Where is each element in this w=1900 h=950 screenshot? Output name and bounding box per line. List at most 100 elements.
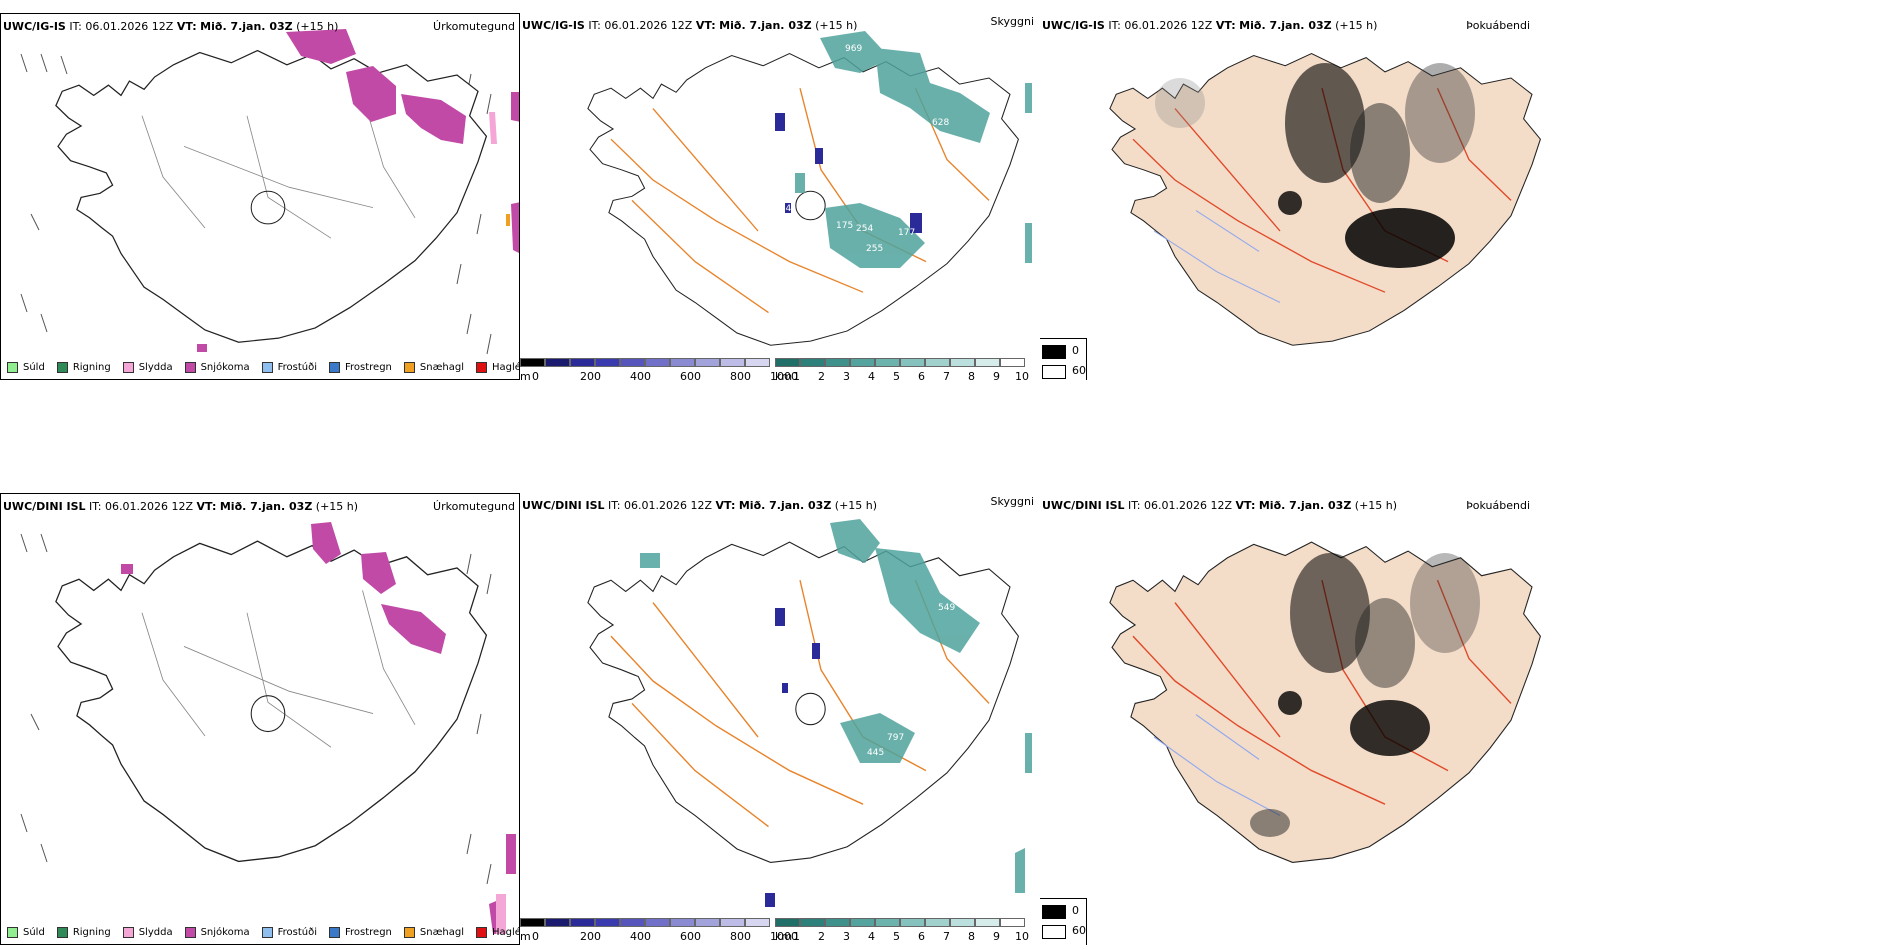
wind-barbs (20, 53, 492, 355)
legend-swatch (7, 927, 18, 938)
tick-label: 6 (918, 370, 925, 380)
tick-label: 800 (730, 370, 751, 380)
height-colorbar: m 0 200 400 600 800 1000 (520, 358, 798, 380)
tick-label: 7 (943, 930, 950, 943)
tick-label: 1000 (770, 930, 798, 943)
panel-header: UWC/DINI ISL IT: 06.01.2026 12Z VT: Mið.… (522, 499, 878, 512)
panel-title: Skyggni (990, 495, 1034, 508)
fog-map (1109, 52, 1541, 346)
visibility-map: 549 187 797 445 (587, 519, 1032, 907)
peak-label: 797 (887, 733, 904, 743)
fog-legend-swatch (1042, 905, 1066, 919)
peak-label: 254 (856, 224, 873, 234)
peak-label: 255 (866, 244, 883, 254)
panel-header: UWC/IG-IS IT: 06.01.2026 12Z VT: Mið. 7.… (1042, 19, 1378, 32)
tick-label: 2 (818, 370, 825, 380)
tick-label: 3 (843, 930, 850, 943)
legend-item-snjokoma: Snjókoma (184, 362, 250, 373)
fog-panel-row1: UWC/IG-IS IT: 06.01.2026 12Z VT: Mið. 7.… (1040, 13, 1900, 380)
fog-legend-label: 60 (1072, 364, 1086, 377)
panel-title: Þokuábendi (1466, 19, 1530, 32)
legend-swatch (184, 927, 196, 938)
peak-label: 549 (938, 603, 955, 613)
legend-item-sudl: Súld (7, 927, 45, 938)
tick-label: 9 (993, 930, 1000, 943)
fog-legend-swatch (1042, 345, 1066, 359)
tick-label: 200 (580, 370, 601, 380)
height-unit: m (520, 930, 531, 943)
height-peak-labels: 549 187 797 445 (775, 603, 955, 758)
fog-panel-row2: UWC/DINI ISL IT: 06.01.2026 12Z VT: Mið.… (1040, 493, 1900, 945)
panel-title: Skyggni (990, 15, 1034, 28)
snow-areas (197, 29, 519, 352)
legend-item-hagel: Haglél (476, 927, 519, 938)
precip-legend: Súld Rigning Slydda Snjókoma Frostúði Fr… (7, 927, 519, 938)
legend-swatch (122, 927, 134, 938)
visibility-unit: km (775, 370, 793, 380)
tick-label: 6 (918, 930, 925, 943)
tick-label: 400 (630, 930, 651, 943)
legend-item-rigning: Rigning (56, 362, 111, 373)
tick-label: 600 (680, 370, 701, 380)
fog-legend-swatch (1042, 365, 1066, 379)
legend-swatch (56, 362, 68, 373)
legend-swatch (329, 362, 340, 373)
visibility-panel-row1: 969 628 144 175 254 255 177 UWC/IG-IS IT… (520, 13, 1040, 380)
legend-item-frostregn: Frostregn (329, 362, 392, 373)
model-name: UWC/DINI ISL (1042, 499, 1125, 512)
model-name: UWC/IG-IS (3, 20, 66, 33)
fog-legend-label: 0 (1072, 344, 1079, 357)
visibility-panel-row2: 549 187 797 445 UWC/DINI ISL IT: 06.01.2… (520, 493, 1040, 945)
peak-label: 445 (867, 748, 884, 758)
peak-label: 177 (898, 228, 915, 238)
legend-swatch (184, 362, 196, 373)
legend-item-snaehagl: Snæhagl (403, 927, 464, 938)
model-name: UWC/IG-IS (1042, 19, 1105, 32)
legend-item-snaehagl: Snæhagl (403, 362, 464, 373)
legend-item-frostregn: Frostregn (329, 927, 392, 938)
model-name: UWC/DINI ISL (522, 499, 605, 512)
legend-swatch (403, 362, 415, 373)
tick-label: 800 (730, 930, 751, 943)
tick-label: 0 (532, 370, 539, 380)
legend-swatch (122, 362, 134, 373)
tick-label: 400 (630, 370, 651, 380)
tick-label: 2 (818, 930, 825, 943)
tick-label: 5 (893, 370, 900, 380)
peak-label: 969 (845, 44, 862, 54)
precip-type-panel-row1: UWC/IG-IS IT: 06.01.2026 12Z VT: Mið. 7.… (0, 13, 520, 380)
precip-type-panel-row2: UWC/DINI ISL IT: 06.01.2026 12Z VT: Mið.… (0, 493, 520, 945)
legend-item-frostudi: Frostúði (261, 927, 317, 938)
tick-label: 4 (868, 930, 875, 943)
legend-swatch (476, 927, 488, 938)
height-unit: m (520, 370, 531, 380)
model-name: UWC/DINI ISL (3, 500, 86, 513)
tick-label: 200 (580, 930, 601, 943)
tick-label: 3 (843, 370, 850, 380)
panel-title: Úrkomutegund (433, 500, 515, 513)
low-visibility-areas (795, 31, 1032, 268)
visibility-colorbar: km 1 2 3 4 5 6 7 8 9 10 (775, 358, 1040, 380)
legend-swatch (56, 927, 68, 938)
tick-label: 10 (1015, 370, 1029, 380)
height-peak-labels: 969 628 144 175 254 255 177 (774, 44, 949, 254)
visibility-colorbar: km 1 2 3 4 5 6 7 8 9 10 (775, 918, 1040, 945)
legend-swatch (261, 362, 273, 373)
peak-label: 144 (774, 204, 791, 214)
peak-label: 628 (932, 118, 949, 128)
tick-label: 5 (893, 930, 900, 943)
panel-title: Úrkomutegund (433, 20, 515, 33)
model-name: UWC/IG-IS (522, 19, 585, 32)
tick-label: 9 (993, 370, 1000, 380)
visibility-map: 969 628 144 175 254 255 177 (587, 31, 1032, 346)
tick-label: 7 (943, 370, 950, 380)
tick-label: 4 (868, 370, 875, 380)
fog-legend-label: 0 (1072, 904, 1079, 917)
legend-item-rigning: Rigning (56, 927, 111, 938)
fog-map (1109, 541, 1541, 864)
legend-swatch (476, 362, 488, 373)
visibility-unit: km (775, 930, 793, 943)
fog-legend: 0 60 (1040, 898, 1087, 945)
legend-swatch (261, 927, 273, 938)
tick-label: 10 (1015, 930, 1029, 943)
